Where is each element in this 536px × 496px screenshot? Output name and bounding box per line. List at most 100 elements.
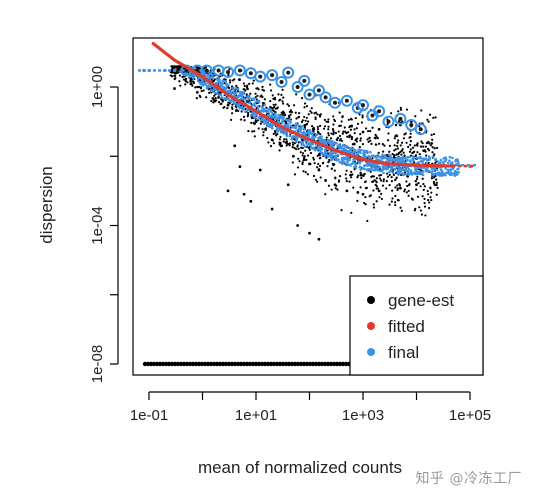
gene-est-point (346, 131, 350, 134)
gene-est-point (337, 130, 340, 133)
gene-est-point (283, 138, 286, 141)
final-point (313, 148, 317, 151)
gene-est-point (432, 176, 436, 179)
gene-est-point (409, 132, 412, 135)
final-point (271, 123, 275, 127)
fitted-point (458, 164, 461, 168)
gene-est-point (235, 84, 238, 87)
gene-est-point (333, 119, 337, 123)
final-point (191, 76, 195, 80)
gene-est-point (261, 128, 264, 131)
final-point (440, 174, 444, 177)
gene-est-point (374, 133, 377, 136)
final-point (239, 92, 242, 96)
final-point (337, 143, 341, 147)
gene-est-point (343, 126, 346, 129)
final-point (406, 169, 409, 173)
gene-est-point (312, 127, 315, 130)
gene-est-point (397, 110, 400, 113)
gene-est-point (285, 121, 288, 124)
final-point (288, 134, 292, 138)
gene-est-point (430, 142, 434, 145)
final-point (290, 137, 294, 141)
gene-est-point (291, 154, 295, 158)
gene-est-point (304, 171, 307, 174)
final-point (219, 93, 223, 96)
final-point (433, 167, 436, 171)
gene-est-point (360, 121, 364, 124)
gene-est-point (394, 148, 397, 151)
gene-est-point (357, 174, 360, 177)
gene-est-point (426, 118, 429, 121)
gene-est-point (429, 196, 432, 199)
final-point (320, 135, 323, 138)
final-point (296, 128, 299, 132)
final-point (153, 69, 156, 72)
final-point (200, 79, 205, 83)
gene-est-point (282, 96, 285, 99)
gene-est-point (396, 184, 399, 187)
final-point (271, 111, 274, 115)
gene-est-point (364, 180, 367, 183)
gene-est-point (345, 180, 348, 183)
final-point (232, 90, 235, 94)
gene-est-point (177, 65, 180, 68)
gene-est-point (375, 181, 378, 184)
gene-est-point (403, 188, 406, 191)
gene-est-point (415, 183, 418, 187)
gene-est-point (410, 197, 413, 200)
gene-est-point (300, 120, 304, 124)
gene-est-point (305, 105, 309, 108)
final-point (400, 160, 404, 164)
gene-est-point (175, 72, 178, 75)
gene-est-point (285, 140, 289, 143)
final-point (457, 171, 460, 174)
final-point (349, 148, 353, 152)
gene-est-point (251, 82, 254, 85)
gene-est-point (433, 153, 436, 156)
final-point (351, 151, 354, 154)
gene-est-point (396, 141, 399, 144)
final-point (368, 156, 371, 159)
gene-est-point (319, 113, 322, 116)
final-point (427, 155, 431, 159)
gene-est-point (171, 66, 174, 70)
outlier-point (357, 99, 369, 112)
outlier-point (382, 115, 395, 128)
final-point (391, 171, 395, 175)
final-point (241, 97, 245, 101)
final-point (221, 79, 224, 83)
gene-est-point (262, 89, 266, 92)
gene-est-point (414, 115, 417, 118)
gene-est-point (350, 173, 353, 177)
gene-est-point (237, 109, 240, 113)
final-point (196, 79, 200, 82)
gene-est-point (282, 110, 285, 113)
outlier-point (200, 64, 213, 77)
final-point (158, 69, 161, 72)
gene-est-point (256, 94, 259, 97)
gene-est-point (415, 143, 419, 146)
gene-est-point (399, 150, 402, 153)
final-point (313, 135, 317, 139)
final-point (281, 116, 285, 120)
gene-est-point (304, 119, 307, 122)
gene-est-point (401, 147, 404, 151)
gene-est-point (361, 114, 364, 117)
gene-est-point (298, 160, 301, 163)
gene-est-point (359, 137, 362, 140)
gene-est-point (386, 172, 389, 175)
outlier-point (233, 64, 246, 77)
final-point (285, 134, 289, 138)
gene-est-point (346, 135, 349, 138)
gene-est-point (274, 103, 277, 106)
final-point (261, 118, 265, 122)
gene-est-point (372, 189, 375, 192)
gene-est-point (270, 138, 274, 142)
gene-est-point (368, 195, 371, 198)
final-point (377, 155, 381, 158)
final-point (323, 153, 327, 157)
gene-est-point (265, 106, 268, 109)
final-point (235, 90, 238, 94)
gene-est-point (316, 180, 319, 183)
